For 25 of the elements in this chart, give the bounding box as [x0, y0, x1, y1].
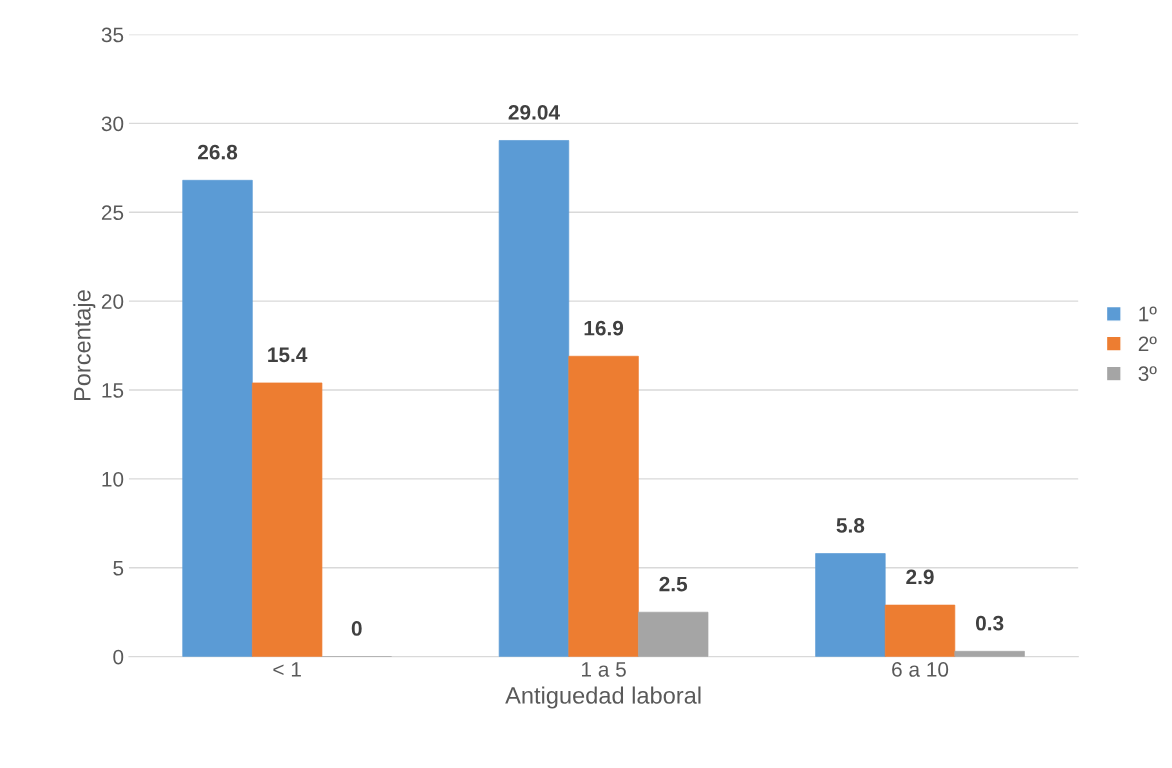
y-tick-label: 35 [101, 27, 124, 43]
data-label: 26.8 [197, 144, 238, 160]
y-tick-label: 20 [101, 294, 124, 309]
data-label: 5.8 [836, 518, 865, 533]
legend-label: 1º [1139, 306, 1157, 322]
y-tick-label: 5 [113, 560, 124, 576]
x-axis-title: Antiguedad laboral [505, 686, 701, 709]
data-label: 2.5 [659, 576, 688, 592]
x-tick-label: 6 a 10 [892, 662, 949, 677]
data-label: 29.04 [508, 104, 560, 120]
data-label: 0 [351, 621, 362, 636]
y-tick-label: 25 [101, 205, 124, 221]
x-tick-label: 1 a 5 [582, 662, 626, 677]
y-tick-label: 15 [102, 383, 124, 398]
y-tick-label: 30 [101, 116, 124, 132]
y-tick-label: 0 [113, 649, 124, 665]
legend-label: 2º [1138, 336, 1157, 351]
x-tick-label: < 1 [273, 662, 301, 677]
y-axis-title: Porcentaje [73, 290, 96, 401]
legend-label: 3º [1138, 366, 1157, 382]
y-tick-label: 10 [102, 471, 124, 487]
data-label: 16.9 [584, 320, 624, 336]
data-label: 15.4 [268, 347, 308, 363]
data-label: 2.9 [906, 569, 934, 585]
data-label: 0.3 [975, 615, 1004, 631]
